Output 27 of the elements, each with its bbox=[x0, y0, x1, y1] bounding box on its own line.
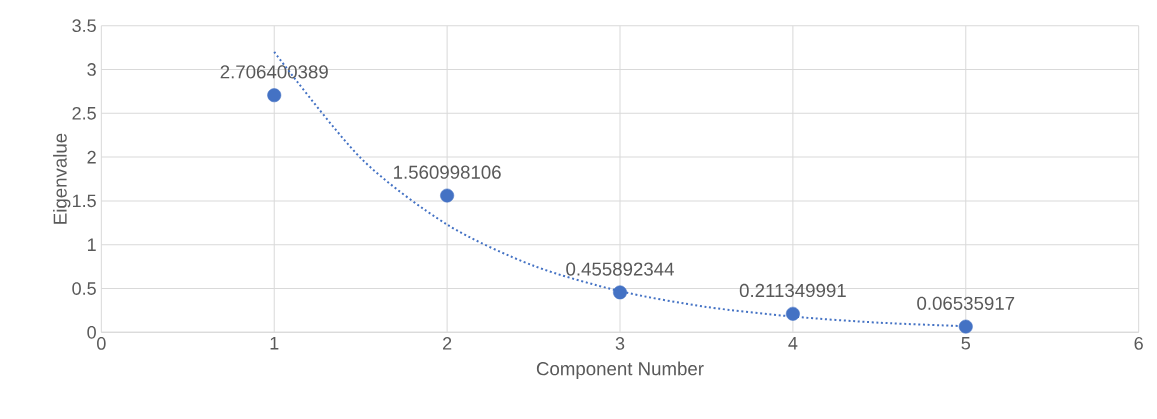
x-tick-label: 1 bbox=[270, 337, 279, 350]
x-tick-label: 0 bbox=[97, 337, 106, 350]
x-tick-label: 4 bbox=[788, 337, 798, 350]
x-tick-label: 5 bbox=[961, 337, 971, 350]
data-label: 0.211349991 bbox=[739, 283, 846, 298]
data-label: 2.706400389 bbox=[220, 65, 328, 79]
y-tick-label: 0.5 bbox=[72, 282, 96, 295]
point bbox=[613, 285, 627, 300]
data-label: 0.06535917 bbox=[917, 296, 1015, 310]
y-tick-label: 3.5 bbox=[72, 19, 96, 33]
data-label: 1.560998106 bbox=[394, 165, 501, 179]
x-tick-label: 2 bbox=[443, 337, 452, 350]
y-tick-label: 2.5 bbox=[72, 106, 96, 120]
data-label: 0.455892344 bbox=[566, 262, 674, 276]
y-tick-label: 1.5 bbox=[72, 194, 96, 208]
point bbox=[440, 188, 455, 203]
y-axis-title: Eigenvalue bbox=[53, 133, 71, 224]
x-tick-label: 3 bbox=[615, 337, 625, 350]
y-tick-label: 1 bbox=[88, 238, 96, 251]
y-tick-label: 3 bbox=[87, 63, 96, 76]
y-tick-label: 0 bbox=[87, 325, 96, 339]
x-tick-label: 6 bbox=[1134, 337, 1143, 350]
point bbox=[267, 88, 282, 103]
point bbox=[958, 319, 973, 334]
y-tick-label: 2 bbox=[87, 150, 96, 164]
point bbox=[785, 306, 800, 321]
x-axis-title: Component Number bbox=[536, 361, 704, 379]
